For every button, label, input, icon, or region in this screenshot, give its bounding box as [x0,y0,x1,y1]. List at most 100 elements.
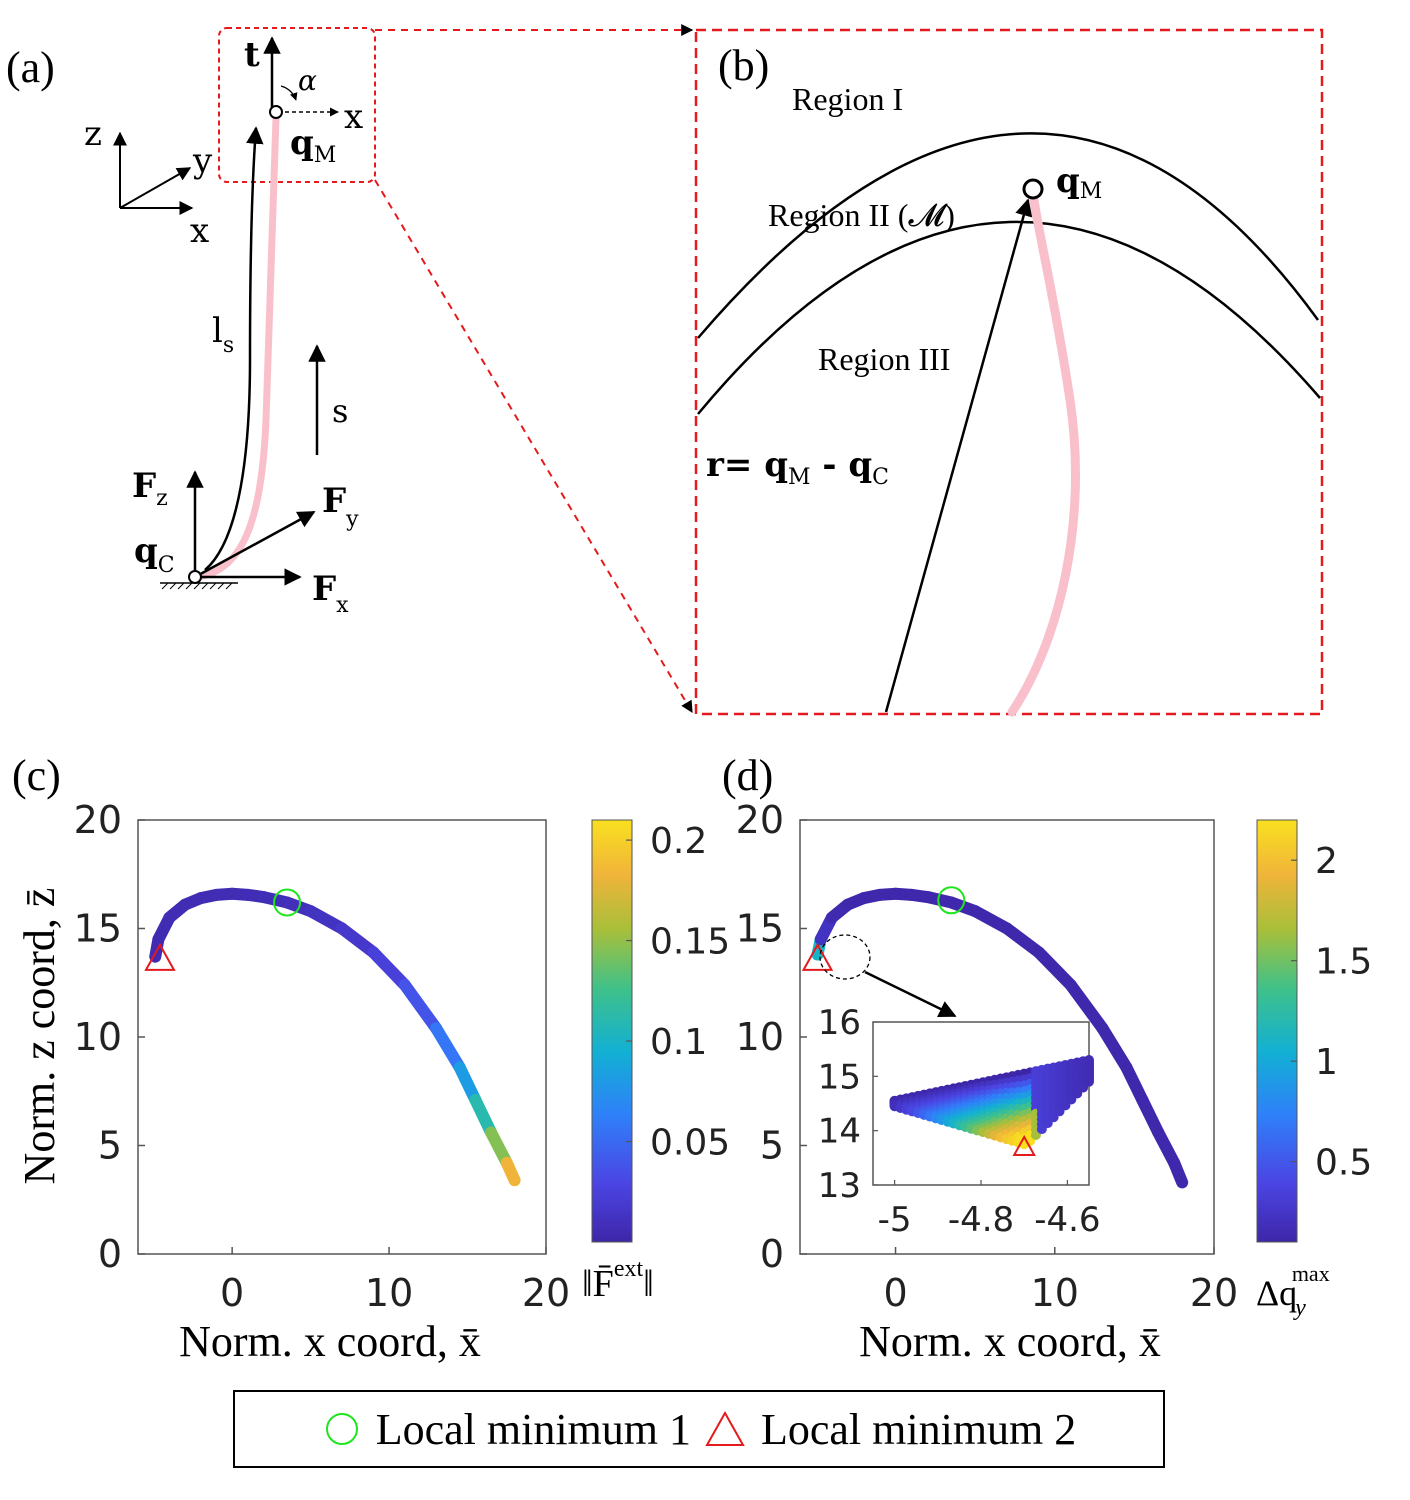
position-vector-equation: r= qM - qC [706,445,889,490]
colorbar-c-label: ‖F̄ext‖ [582,1256,654,1305]
zoom-box-small [218,27,376,183]
angle-label: α [298,64,317,97]
plot-d-workspace-segment [1168,1156,1189,1189]
plot-c-ytick-label: 5 [98,1124,122,1168]
plot-c-cbar-tick-label: 0.15 [650,922,730,963]
plot-c-workspace-segment [336,922,380,959]
zoom-box-large [694,28,1324,716]
plot-d-xtick-label: 10 [1031,1271,1079,1315]
plot-d-xlabel: Norm. x coord, x̄ [859,1317,1161,1366]
tip-point-zoom [1022,178,1044,200]
inset-ytick-label: 15 [818,1057,861,1097]
zoom-circle [819,934,871,980]
legend-item-local-min-2: Local minimum 2 [703,1404,1076,1455]
legend-label-1: Local minimum 1 [375,1404,691,1454]
arc-length-arrow [204,126,264,571]
colorbar-d-label: Δqymax [1256,1261,1330,1321]
plot-d-ytick-label: 10 [736,1015,784,1059]
angle-arc [280,85,298,101]
s-label: s [332,392,348,430]
plot-c-local-min-2-marker [144,942,176,971]
legend-label-2: Local minimum 2 [761,1404,1077,1454]
region-2-label: Region II (𝓜) [768,197,955,233]
inset-xtick-label: -4.8 [948,1200,1014,1240]
tip-point-label: qM [290,123,336,168]
tip-x-label: x [344,97,363,137]
panel-d: (d) 0 10 20 0 5 10 15 20 Norm. x coord, x̄ -5 -4… [722,751,1372,1366]
plot-d-local-min-2-marker [801,942,834,971]
plot-d-workspace-segment [1096,1022,1133,1074]
inset-xtick-label: -4.6 [1034,1200,1100,1240]
plot-d-workspace-segment [1120,1061,1149,1106]
inset-local-min-2-marker [1012,1134,1036,1156]
plot-c-cbar-tick-label: 0.1 [650,1022,707,1063]
rod-zoom-curve [1007,195,1080,717]
plot-c-xtick-label: 10 [365,1271,413,1315]
plot-c-workspace-segment [430,1022,466,1074]
plot-c-frame [137,819,547,1255]
panel-b-label: (b) [718,41,769,90]
plot-c-cbar-tick-label: 0.2 [650,821,707,862]
circle-marker-icon [325,1413,358,1445]
force-z-label: Fz [132,466,168,511]
reference-frame: z y x [84,114,213,251]
plot-c-ytick-label: 15 [74,907,122,951]
ground-hatch [161,582,233,590]
tangent-label: t [244,35,260,75]
tip-point [269,105,283,119]
panel-a-label: (a) [6,43,55,92]
plot-c-ytick-label: 20 [74,798,122,842]
plot-d-cbar-tick-label: 2 [1315,841,1338,882]
frame-x-label: x [190,211,209,251]
panel-a: (a) z y x ls s t x α qM [6,24,694,714]
triangle-marker-icon [705,1410,745,1446]
legend-item-local-min-1: Local minimum 1 [322,1404,691,1455]
arc-length-label: ls [212,311,234,358]
plot-d-ytick-label: 5 [760,1124,784,1168]
inset-workspace-point [1084,1076,1094,1087]
plot-c-workspace-segment [500,1156,521,1187]
zoom-arrow [864,970,957,1018]
plot-c-local-min-1-marker [273,888,302,917]
plot-c-xtick-label: 0 [220,1271,244,1315]
base-point-label: qC [134,531,175,578]
force-y-arrow [194,510,316,579]
tip-point-zoom-label: qM [1056,161,1102,204]
plot-c-ytick-label: 10 [74,1015,122,1059]
zoom-connector-bottom [374,179,693,714]
inset-xtick-label: -5 [878,1200,912,1240]
plot-d-cbar-tick-label: 1 [1315,1042,1338,1083]
upper-boundary [697,132,1320,339]
plot-d-xtick-label: 20 [1190,1271,1238,1315]
panel-b: (b) Region I Region II (𝓜) Region III qM… [694,28,1324,717]
inset-ytick-label: 14 [818,1112,861,1152]
panel-d-label: (d) [722,751,773,800]
force-x-label: Fx [312,569,349,618]
plot-d-ytick-label: 20 [736,798,784,842]
plot-d-cbar-tick-label: 0.5 [1315,1143,1372,1184]
plot-c-workspace-segment [398,978,443,1035]
lower-boundary [697,220,1321,415]
colorbar-d [1256,819,1298,1243]
plot-d-ytick-label: 0 [760,1232,784,1276]
inset-ytick-label: 16 [818,1003,861,1043]
plot-d-cbar-tick-label: 1.5 [1315,942,1372,983]
plot-d-workspace-segment [969,905,1013,935]
plot-c-cbar-tick-label: 0.05 [650,1123,730,1164]
plot-d-xtick-label: 0 [883,1271,907,1315]
region-1-label: Region I [792,81,903,117]
panel-c: (c) 0 10 20 0 5 10 15 20 Norm. x coord, x̄ Norm… [12,751,730,1366]
plot-d-local-min-1-marker [937,886,966,915]
plot-d-workspace-segment [1064,978,1109,1035]
plot-d-workspace-segment [1001,922,1045,959]
position-vector-arrow [884,198,1033,713]
plot-c-ytick-label: 0 [98,1232,122,1276]
plot-c-workspace-segment [367,946,411,991]
legend: Local minimum 1 Local minimum 2 [233,1390,1165,1468]
force-y-label: Fy [322,481,359,532]
plot-c-ylabel: Norm. z coord, z̄ [15,888,64,1185]
inset-ytick-label: 13 [818,1166,861,1206]
frame-y-label: y [192,141,213,181]
plot-c-xlabel: Norm. x coord, x̄ [179,1317,481,1366]
plot-c-xtick-label: 20 [522,1271,570,1315]
